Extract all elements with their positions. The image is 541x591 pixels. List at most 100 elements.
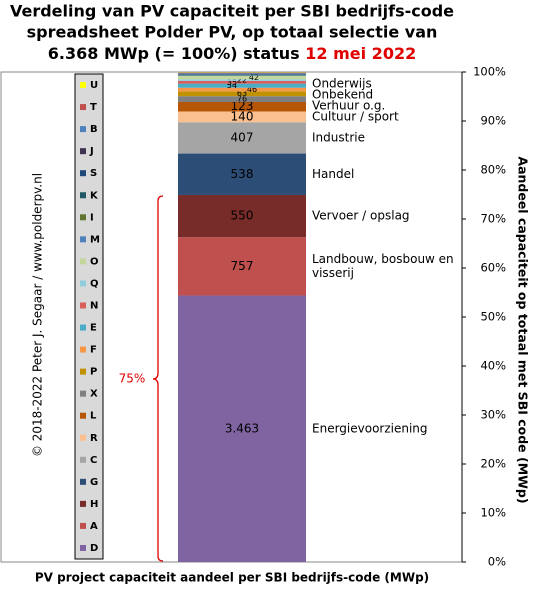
bar-segment <box>178 111 306 123</box>
legend-swatch <box>80 456 86 463</box>
category-label: Industrie <box>312 130 365 144</box>
legend-swatch <box>80 500 86 507</box>
legend-label: G <box>90 477 98 488</box>
chart-title: 6.368 MWp (= 100%) status 12 mei 2022 <box>48 44 416 63</box>
legend-swatch <box>80 280 86 287</box>
legend-label: R <box>90 433 98 444</box>
category-label: Landbouw, bosbouw en <box>312 252 454 266</box>
data-label: 63 <box>237 89 247 98</box>
legend-label: D <box>90 543 98 554</box>
legend-swatch <box>80 236 86 243</box>
legend-swatch <box>80 148 86 155</box>
legend-label: L <box>90 411 97 422</box>
legend-label: S <box>90 168 97 179</box>
y-tick-label: 10% <box>480 506 506 520</box>
legend-swatch <box>80 302 86 309</box>
legend-swatch <box>80 170 86 177</box>
category-label: Onderwijs <box>312 76 372 90</box>
category-label: Energievoorziening <box>312 421 428 435</box>
legend-label: P <box>90 367 97 378</box>
legend-swatch <box>80 434 86 441</box>
data-label: 42 <box>249 73 259 82</box>
legend-swatch <box>80 126 86 133</box>
data-label: 140 <box>231 109 254 123</box>
bar-segment <box>178 153 306 195</box>
category-label: Vervoer / opslag <box>312 209 410 223</box>
legend-swatch <box>80 478 86 485</box>
data-label: 46 <box>247 85 257 94</box>
bar-segment <box>178 87 306 92</box>
data-label: 550 <box>231 209 254 223</box>
category-label: Onbekend <box>312 87 373 101</box>
legend-swatch <box>80 104 86 111</box>
legend-box <box>74 73 104 560</box>
legend-swatch <box>80 324 86 331</box>
legend-label: Q <box>90 278 99 289</box>
annotation: 75% <box>119 372 146 386</box>
data-label: 54 <box>227 81 237 90</box>
x-axis-label: PV project capaciteit aandeel per SBI be… <box>35 571 429 585</box>
legend-label: M <box>90 234 100 245</box>
legend-swatch <box>80 522 86 529</box>
legend-label: I <box>90 212 94 223</box>
legend-label: H <box>90 499 98 510</box>
legend-swatch <box>80 390 86 397</box>
legend-swatch <box>80 258 86 265</box>
bracket <box>152 195 164 562</box>
legend-label: A <box>90 521 98 532</box>
legend-swatch <box>80 192 86 199</box>
legend-label: C <box>90 455 97 466</box>
y-tick-label: 50% <box>480 310 506 324</box>
legend-swatch <box>80 214 86 221</box>
data-label: 35 <box>227 78 237 87</box>
data-label: 538 <box>231 167 254 181</box>
y-tick-label: 80% <box>480 163 506 177</box>
category-label: Handel <box>312 167 354 181</box>
data-label: 123 <box>231 99 254 113</box>
legend-label: X <box>90 389 98 400</box>
y-tick-label: 60% <box>480 261 506 275</box>
data-label: 76 <box>237 95 247 104</box>
y-tick-label: 100% <box>473 65 506 79</box>
chart-title: 6.368 MWp (= 100%) status <box>48 44 300 63</box>
data-label: 757 <box>231 259 254 273</box>
chart-title: Verdeling van PV capaciteit per SBI bedr… <box>10 2 454 21</box>
data-label: 3.463 <box>225 421 259 435</box>
bar-segment <box>178 122 306 154</box>
legend-label: N <box>90 300 98 311</box>
legend-label: T <box>90 102 97 113</box>
category-label: Cultuur / sport <box>312 109 399 123</box>
data-label: 22 <box>237 76 247 85</box>
bar-segment <box>178 76 306 80</box>
bar-segment <box>178 237 306 296</box>
y-tick-label: 90% <box>480 114 506 128</box>
bar-segment <box>178 96 306 103</box>
y-tick-label: 0% <box>488 555 506 569</box>
legend-label: J <box>89 146 94 157</box>
bar-segment <box>178 102 306 112</box>
legend-label: O <box>90 256 99 267</box>
category-label: Verhuur o.g. <box>312 98 385 112</box>
bar-segment <box>178 194 306 238</box>
y-tick-label: 70% <box>480 212 506 226</box>
legend-label: E <box>90 323 97 334</box>
title-date: 12 mei 2022 <box>305 44 416 63</box>
bar-segment <box>178 80 306 84</box>
y-tick-label: 40% <box>480 359 506 373</box>
data-label: 407 <box>231 130 254 144</box>
legend-label: U <box>90 80 98 91</box>
category-label: visserij <box>312 266 354 280</box>
y-tick-label: 30% <box>480 408 506 422</box>
bar-segment <box>178 83 306 88</box>
bar-segment <box>178 72 306 74</box>
legend-swatch <box>80 346 86 353</box>
bar-segment <box>178 295 306 562</box>
bar-segment <box>178 75 306 77</box>
credit: © 2018-2022 Peter J. Segaar / www.polder… <box>31 173 45 457</box>
bar-segment <box>178 91 306 97</box>
legend-swatch <box>80 368 86 375</box>
legend-label: F <box>90 345 97 356</box>
bar-segment <box>178 74 306 75</box>
legend-label: K <box>90 190 99 201</box>
